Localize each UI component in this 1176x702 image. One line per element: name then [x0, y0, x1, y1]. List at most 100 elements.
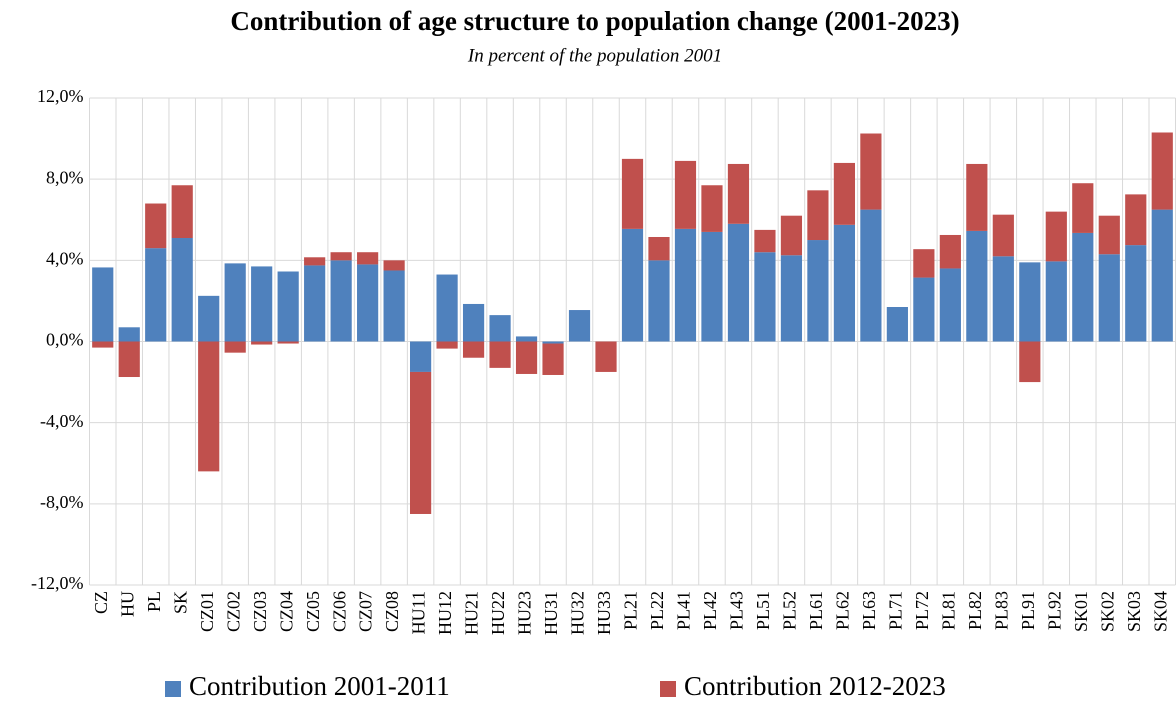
bar: [92, 267, 114, 342]
bar: [1098, 254, 1120, 342]
chart-subtitle: In percent of the population 2001: [467, 45, 722, 66]
x-tick-label: CZ08: [382, 591, 402, 632]
bar: [1045, 211, 1067, 262]
x-tick-label: PL92: [1044, 591, 1064, 630]
x-tick-label: PL62: [833, 591, 853, 630]
y-tick-label: -8,0%: [40, 492, 84, 512]
bar: [304, 257, 326, 266]
x-tick-label: HU21: [462, 591, 482, 635]
y-tick-label: -12,0%: [31, 573, 84, 593]
bar: [436, 341, 458, 349]
x-tick-label: PL21: [621, 591, 641, 630]
bar: [886, 307, 908, 342]
bar: [1151, 132, 1173, 210]
bar: [913, 249, 935, 278]
bar: [515, 336, 538, 342]
bar: [145, 203, 167, 249]
bar: [383, 270, 405, 342]
bar: [992, 214, 1014, 257]
x-tick-label: SK01: [1071, 591, 1091, 632]
bar: [357, 264, 379, 342]
bars: [92, 132, 1173, 514]
bar: [251, 341, 273, 345]
bar: [198, 295, 220, 342]
y-tick-label: -4,0%: [40, 411, 84, 431]
legend-label: Contribution 2012-2023: [684, 671, 946, 701]
bar: [727, 163, 750, 224]
bar: [277, 341, 299, 344]
x-tick-label: PL52: [780, 591, 800, 630]
bar: [542, 343, 564, 375]
bar: [727, 223, 750, 342]
x-tick-label: CZ05: [303, 591, 323, 632]
bar: [754, 252, 776, 342]
x-tick-label: PL81: [938, 591, 958, 630]
bar: [224, 263, 246, 342]
x-tick-label: CZ04: [276, 591, 296, 632]
bar: [304, 265, 326, 342]
bar: [118, 341, 140, 378]
x-tick-label: HU22: [488, 591, 508, 635]
bar: [966, 230, 988, 342]
y-tick-label: 0,0%: [46, 330, 84, 350]
x-tick-label: PL22: [647, 591, 667, 630]
bar: [939, 268, 961, 342]
x-tick-label: PL91: [1018, 591, 1038, 630]
bar: [462, 303, 485, 342]
x-tick-label: HU12: [435, 591, 455, 635]
bar: [171, 185, 193, 239]
x-tick-label: HU32: [568, 591, 588, 635]
bar: [674, 160, 697, 229]
x-tick-label: SK03: [1124, 591, 1144, 632]
bar: [1045, 261, 1067, 342]
bar: [462, 341, 485, 358]
x-tick-label: SK02: [1097, 591, 1117, 632]
x-tick-label: HU23: [515, 591, 535, 635]
x-tick-label: PL82: [965, 591, 985, 630]
bar: [1019, 262, 1041, 342]
bar: [807, 240, 829, 342]
y-tick-label: 12,0%: [37, 86, 84, 106]
bar: [436, 274, 458, 342]
bar: [145, 248, 167, 342]
x-tick-label: PL51: [753, 591, 773, 630]
x-tick-label: CZ01: [197, 591, 217, 632]
bar: [992, 256, 1014, 342]
x-tick-label: CZ03: [250, 591, 270, 632]
x-tick-label: HU31: [541, 591, 561, 635]
bar: [1125, 194, 1147, 246]
x-tick-label: PL71: [886, 591, 906, 630]
bar: [1019, 341, 1041, 383]
bar: [1072, 232, 1094, 342]
bar: [1125, 245, 1147, 342]
x-tick-label: PL63: [859, 591, 879, 630]
bar: [1098, 215, 1120, 255]
bar: [595, 341, 617, 372]
bar: [754, 229, 776, 253]
bar: [92, 341, 114, 348]
x-tick-label: CZ: [91, 591, 111, 614]
x-tick-label: CZ06: [329, 591, 349, 632]
bar: [648, 260, 670, 342]
bar: [860, 209, 882, 342]
bar: [648, 236, 670, 261]
legend-swatch: [660, 681, 676, 697]
x-tick-label: SK: [170, 591, 190, 614]
y-tick-label: 4,0%: [46, 248, 84, 268]
bar: [674, 228, 697, 342]
bar: [277, 271, 299, 342]
bar: [966, 163, 988, 231]
labels: -12,0% -8,0% -4,0% 0,0% 4,0% 8,0% 12,0% CZ HU PL S…: [31, 86, 1170, 701]
bar: [701, 185, 723, 232]
bar: [171, 238, 193, 342]
legend-swatch: [165, 681, 181, 697]
bar: [701, 231, 723, 342]
x-tick-label: PL43: [727, 591, 747, 630]
x-tick-label: HU33: [594, 591, 614, 635]
bar: [357, 252, 379, 265]
bar: [410, 341, 432, 372]
x-tick-label: PL61: [806, 591, 826, 630]
x-tick-label: PL83: [991, 591, 1011, 630]
bar: [383, 260, 405, 271]
